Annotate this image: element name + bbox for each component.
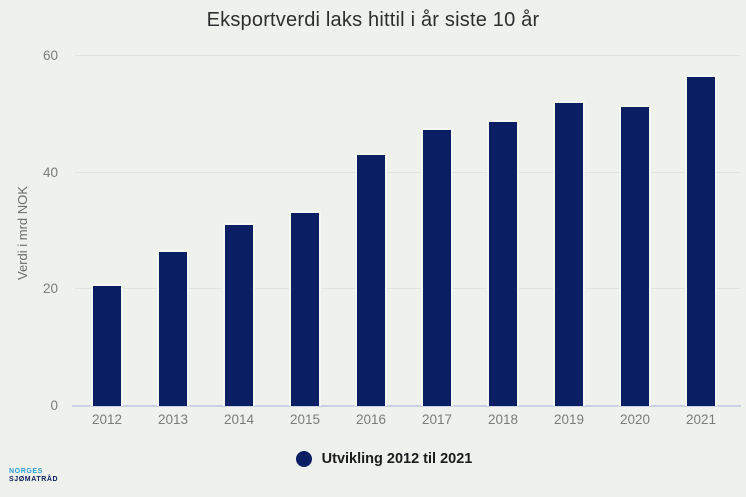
x-tick-label-2015: 2015 (289, 412, 321, 427)
x-tick-label-2013: 2013 (157, 412, 189, 427)
chart-title: Eksportverdi laks hittil i år siste 10 å… (206, 9, 540, 31)
plot-area (72, 55, 741, 407)
bar-2016 (355, 153, 387, 406)
bar-2019 (553, 101, 585, 406)
x-tick-label-2014: 2014 (223, 412, 255, 427)
x-tick-label-2019: 2019 (553, 412, 585, 427)
bar-2018 (487, 120, 519, 406)
y-tick-label-40: 40 (42, 164, 58, 180)
x-axis-baseline (72, 405, 741, 407)
bar-2021 (685, 75, 717, 406)
gridline-y40 (75, 171, 740, 173)
bar-2020 (619, 105, 651, 406)
bar-2017 (421, 128, 453, 406)
y-tick-label-60: 60 (42, 48, 58, 63)
x-tick-label-2018: 2018 (487, 412, 519, 427)
x-tick-label-2021: 2021 (685, 412, 717, 427)
bar-2012 (91, 284, 123, 406)
logo-line-2: SJØMATRÅD (9, 476, 59, 483)
x-tick-label-2020: 2020 (619, 412, 651, 427)
x-tick-label-2017: 2017 (421, 412, 453, 427)
x-tick-label-2016: 2016 (355, 412, 387, 427)
legend: Utvikling 2012 til 2021 (0, 451, 746, 467)
y-tick-label-20: 20 (42, 281, 58, 297)
y-tick-label-0: 0 (50, 398, 58, 413)
bar-2015 (289, 211, 321, 406)
bar-2014 (223, 223, 255, 406)
logo-line-1: NORGES (9, 468, 43, 475)
legend-label: Utvikling 2012 til 2021 (321, 451, 473, 467)
norges-sjomatrad-logo: NORGES SJØMATRÅD (9, 468, 58, 484)
gridline-y20 (75, 288, 740, 290)
x-tick-label-2012: 2012 (91, 412, 123, 427)
legend-circle-icon (295, 451, 312, 467)
bar-2013 (157, 250, 189, 406)
gridline-y60 (75, 55, 740, 56)
